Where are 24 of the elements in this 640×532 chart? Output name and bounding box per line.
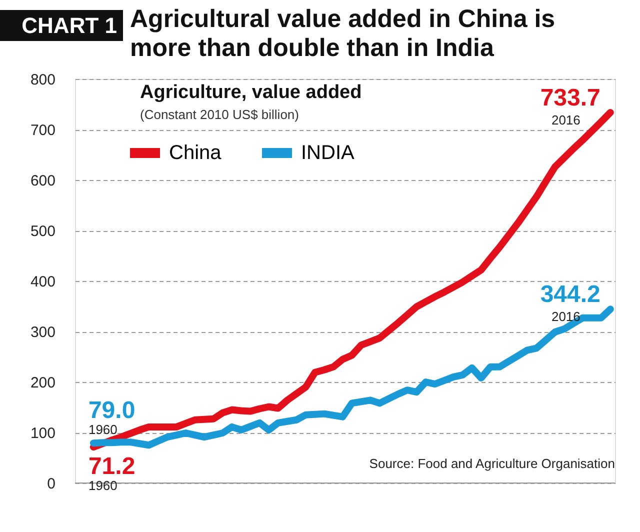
y-axis-title: (Constant 2010 US$ billion)	[140, 107, 299, 122]
annotation: 733.7	[540, 84, 600, 112]
y-tick-label: 800	[30, 72, 56, 88]
y-tick-label: 500	[30, 223, 56, 240]
legend-label: China	[169, 142, 222, 164]
chart-title: Agricultural value added in China is more than double than in India	[130, 5, 556, 62]
y-tick-label: 700	[30, 122, 56, 139]
y-tick-label: 200	[30, 374, 56, 392]
annotation: 344.2	[540, 281, 600, 308]
annotation: 2016	[551, 309, 580, 324]
annotation: 2016	[551, 112, 580, 128]
annotation: 79.0	[88, 397, 136, 424]
legend-label: INDIA	[301, 142, 355, 164]
annotation: 71.2	[88, 453, 136, 480]
y-tick-label: 400	[30, 274, 56, 290]
y-tick-label: 300	[30, 324, 56, 341]
annotation: Source: Food and Agriculture Organisation	[369, 456, 615, 471]
annotation: 1960	[88, 478, 118, 494]
caption: CHART 1	[22, 13, 117, 38]
y-tick-label: 0	[47, 476, 56, 492]
y-tick-label: 600	[30, 172, 56, 190]
chart-subtitle: Agriculture, value added	[140, 82, 362, 103]
y-tick-label: 100	[30, 425, 56, 442]
annotation: 1960	[88, 422, 118, 438]
